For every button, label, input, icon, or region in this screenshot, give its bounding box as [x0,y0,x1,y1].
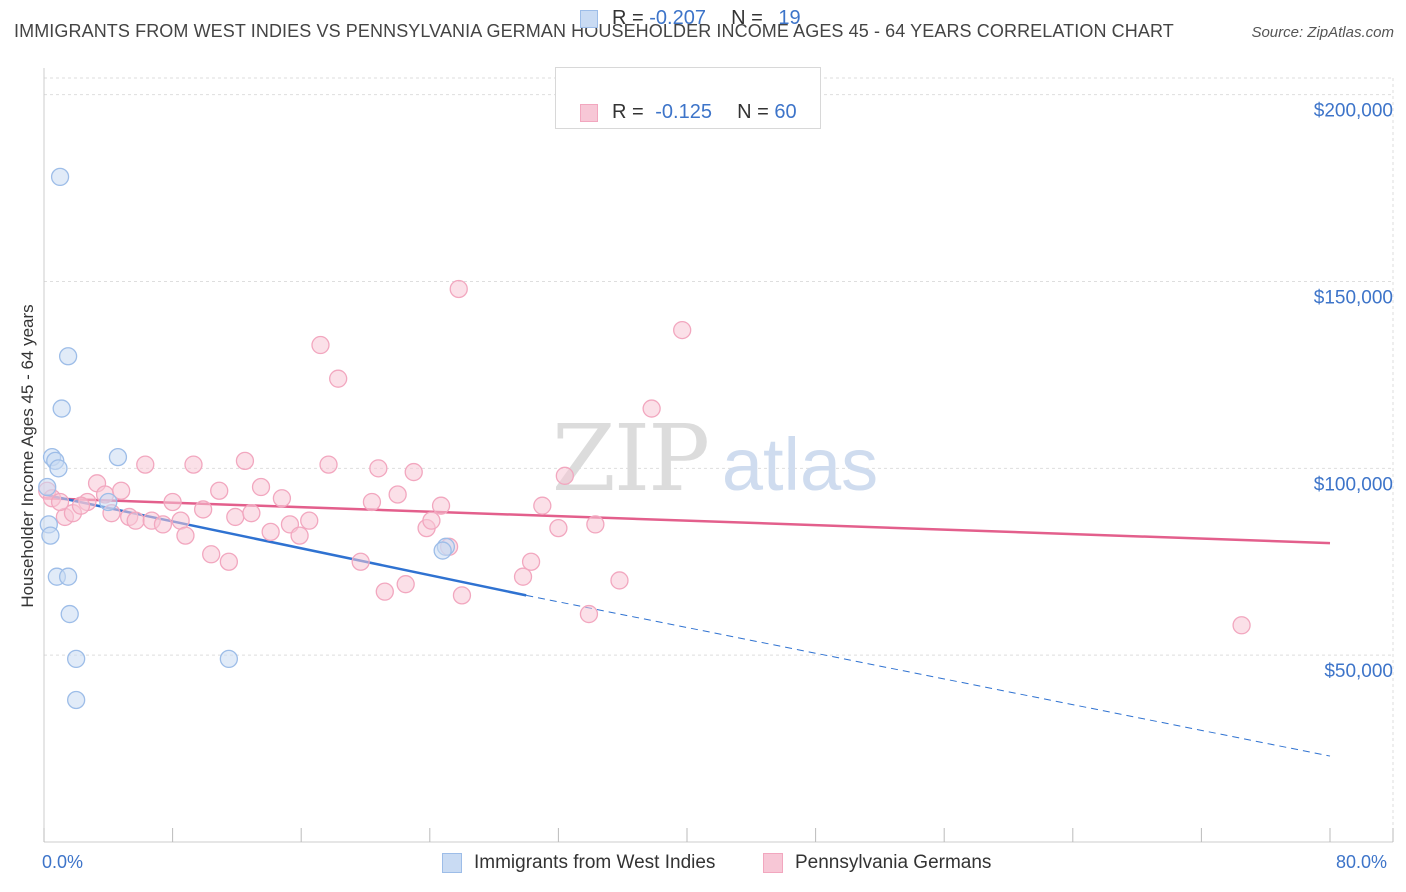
point-pa-germans [71,496,91,515]
point-west-indies [219,649,239,669]
point-pa-germans [176,526,195,545]
point-pa-germans [193,500,213,519]
point-west-indies [41,526,60,545]
point-pa-germans [290,526,309,545]
point-pa-germans [319,455,338,474]
point-pa-germans [184,455,203,474]
point-pa-germans [579,604,599,624]
point-pa-germans [261,522,280,542]
point-pa-germans [521,552,541,571]
legend-swatch-west-indies [442,853,462,873]
x-tick-max: 80.0% [1336,852,1388,872]
point-pa-germans [586,515,605,534]
y-tick-labels: $50,000 $100,000 $150,000 $200,000 [1314,101,1393,682]
watermark-atlas: atlas [722,423,878,506]
point-pa-germans [153,515,173,534]
watermark: ZIP atlas [552,405,878,512]
point-pa-germans [272,489,292,508]
axes [43,68,1394,843]
point-west-indies [58,347,78,366]
point-pa-germans [452,586,472,605]
point-pa-germans [136,455,155,474]
point-pa-germans [431,496,451,515]
point-pa-germans [533,496,552,515]
point-pa-germans [549,518,568,538]
point-pa-germans [555,466,574,485]
legend-label-west-indies: Immigrants from West Indies [474,852,716,873]
r-label: R = [612,101,650,123]
stats-legend: R = -0.207 N = 19 R = -0.125 N = 60 [555,7,821,129]
point-pa-germans [351,552,370,571]
point-pa-germans [226,507,245,527]
point-west-indies [60,604,79,624]
point-west-indies [67,649,86,669]
point-pa-germans [311,335,330,355]
data-points [38,167,1251,710]
point-pa-germans [513,567,533,586]
trend-lines [43,493,1331,757]
point-west-indies [99,492,118,512]
point-pa-germans [126,511,145,530]
point-pa-germans [202,545,221,564]
chart-source: Source: ZipAtlas.com [1251,24,1394,41]
y-tick-label: $50,000 [1324,661,1393,682]
legend-label-pa-germans: Pennsylvania Germans [795,852,992,873]
point-pa-germans [388,485,407,504]
point-west-indies [38,477,57,497]
watermark-zip: ZIP [552,405,708,512]
n-value: 60 [774,101,797,123]
point-pa-germans [112,481,131,500]
trend-line-pa-germans [43,496,1331,545]
point-pa-germans [422,511,441,530]
r-value: -0.207 [649,7,706,29]
point-west-indies [52,399,71,418]
chart-title: IMMIGRANTS FROM WEST INDIES VS PENNSYLVA… [14,21,1174,41]
point-pa-germans [404,462,423,482]
point-west-indies [49,459,68,478]
legend-swatch-pa-germans [763,853,783,873]
y-tick-label: $150,000 [1314,288,1393,309]
point-west-indies [108,447,128,467]
swatch-west-indies [580,10,598,28]
trend-line-west-indies-projection [526,594,1331,757]
point-west-indies [433,541,452,560]
point-pa-germans [219,552,239,571]
r-label: R = [612,7,650,29]
point-pa-germans [210,481,229,500]
y-tick-label: $100,000 [1314,474,1393,495]
point-pa-germans [251,477,271,497]
point-pa-germans [375,582,394,601]
n-value: 19 [778,7,801,29]
point-pa-germans [1232,616,1251,635]
point-west-indies [58,567,78,586]
point-west-indies [50,167,70,187]
point-pa-germans [673,320,692,340]
point-pa-germans [50,492,70,512]
point-pa-germans [235,451,255,471]
point-west-indies [67,690,86,710]
r-value: -0.125 [655,101,712,123]
swatch-pa-germans [580,104,598,122]
n-label: N = [737,101,775,123]
point-pa-germans [300,511,319,530]
point-pa-germans [369,459,388,478]
point-pa-germans [329,369,348,388]
point-pa-germans [449,279,468,299]
point-pa-germans [163,492,182,512]
point-pa-germans [396,575,415,594]
y-axis-label: Householder Income Ages 45 - 64 years [18,304,37,608]
point-pa-germans [610,571,629,590]
n-label: N = [731,7,769,29]
x-tick-min: 0.0% [42,852,84,872]
y-tick-label: $200,000 [1314,101,1393,122]
point-pa-germans [642,399,661,418]
point-pa-germans [242,504,261,523]
point-pa-germans [362,492,382,512]
